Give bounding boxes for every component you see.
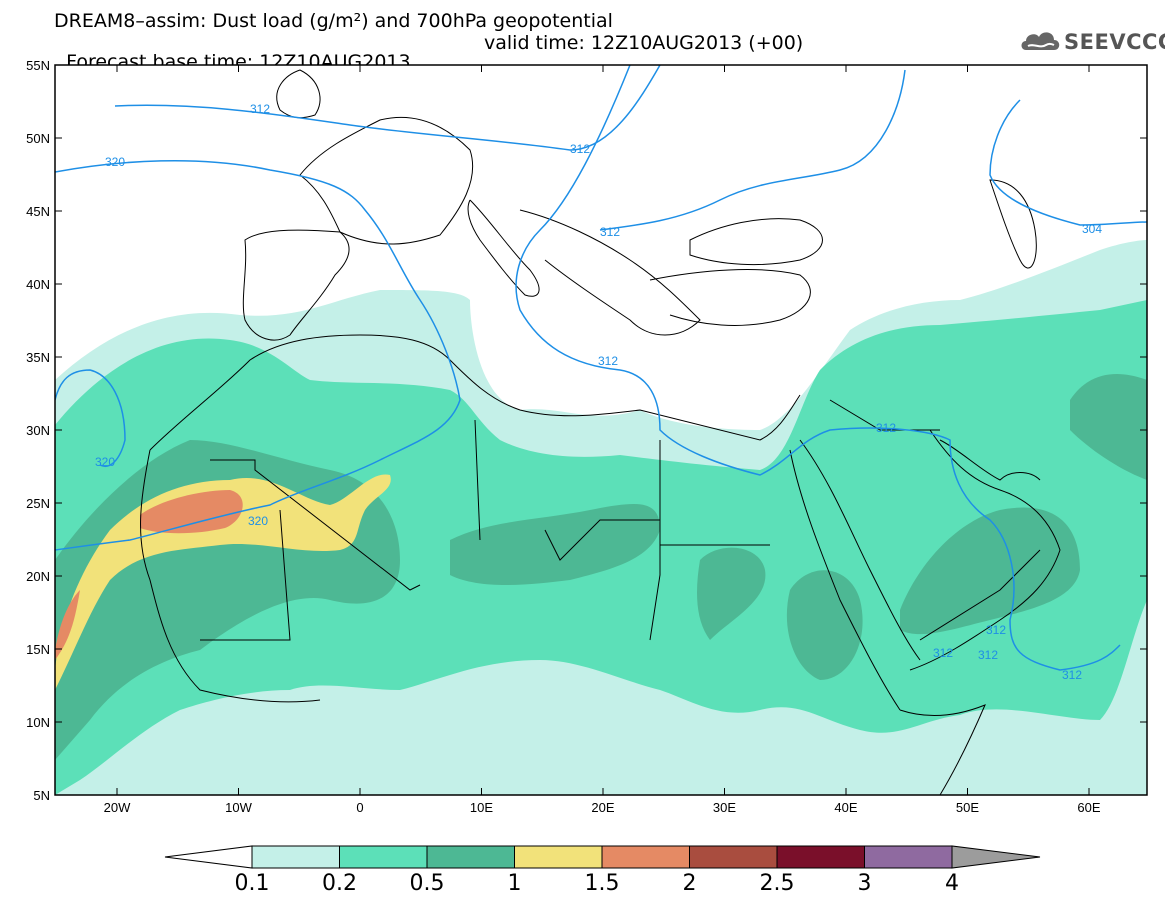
lon-tick-label: 20W [104, 800, 131, 815]
geopotential-contours [55, 65, 1147, 671]
dust-band-0.5-arabia [900, 507, 1080, 635]
somalia-coast [899, 704, 986, 795]
dust-band-1.5-core [140, 490, 243, 534]
contour-312-east [599, 69, 906, 231]
lat-tick-label: 20N [26, 569, 50, 584]
colorbar-bin [514, 845, 603, 869]
colorbar: 0.1 0.2 0.5 1 1.5 2 2.5 3 4 [164, 845, 1041, 896]
dust-band-0.5-sudan [697, 547, 766, 640]
lat-tick-label: 30N [26, 423, 50, 438]
lon-tick-label: 10W [225, 800, 252, 815]
seevccc-logo: SEEVCCC [1018, 26, 1165, 56]
logo-text: SEEVCCC [1064, 30, 1165, 54]
colorbar-label: 0.5 [410, 871, 445, 896]
contour-label: 320 [248, 514, 268, 528]
colorbar-label: 2.5 [760, 871, 795, 896]
lat-tick-label: 10N [26, 715, 50, 730]
turkey-coast [649, 269, 811, 326]
contour-label: 320 [95, 455, 115, 469]
lon-tick-label: 50E [956, 800, 979, 815]
cloud-icon [1021, 32, 1060, 50]
lat-tick-label: 50N [26, 131, 50, 146]
france-coast [299, 116, 474, 245]
colorbar-label: 0.1 [235, 871, 270, 896]
coastlines [140, 69, 1061, 795]
caspian-coast [989, 179, 1037, 269]
longitude-axis: 20W 10W 0 10E 20E 30E 40E 50E 60E [104, 800, 1101, 815]
contour-labels: 312 320 312 312 320 320 312 312 304 312 … [95, 102, 1102, 682]
contour-312-north [114, 65, 661, 151]
lat-tick-label: 15N [26, 642, 50, 657]
contour-label: 312 [600, 225, 620, 239]
balkans-coast [519, 209, 701, 336]
colorbar-bin [601, 845, 690, 869]
north-africa-coast [149, 334, 801, 451]
colorbar-high-arrow [951, 845, 1041, 869]
lat-tick-label: 40N [26, 277, 50, 292]
contour-320-west [55, 369, 126, 467]
colorbar-bin [776, 845, 865, 869]
lon-tick-label: 40E [834, 800, 857, 815]
contour-320-north [55, 159, 461, 551]
contour-label: 312 [978, 648, 998, 662]
colorbar-bin [864, 845, 953, 869]
dust-shading [55, 240, 1147, 795]
iberia-coast [242, 229, 350, 341]
lon-tick-label: 20E [591, 800, 614, 815]
dust-band-1.5 [55, 590, 80, 660]
red-sea-coast [789, 439, 921, 711]
colorbar-label: 0.2 [322, 871, 357, 896]
border-sahel [200, 459, 421, 641]
lat-tick-label: 45N [26, 204, 50, 219]
dust-band-1 [55, 474, 391, 690]
lat-tick-label: 35N [26, 350, 50, 365]
colorbar-label: 1 [508, 871, 522, 896]
lat-tick-label: 25N [26, 496, 50, 511]
border-egypt-sudan [649, 440, 770, 641]
contour-304 [989, 99, 1147, 226]
arabia-coast [909, 429, 1061, 671]
lat-tick-label: 5N [33, 788, 50, 803]
lon-tick-label: 0 [356, 800, 363, 815]
contour-label: 312 [986, 623, 1006, 637]
lon-tick-label: 10E [470, 800, 493, 815]
colorbar-label: 4 [945, 871, 959, 896]
colorbar-label: 3 [858, 871, 872, 896]
contour-label: 312 [1062, 668, 1082, 682]
colorbar-bin [426, 845, 515, 869]
black-sea-coast [689, 218, 823, 266]
contour-label: 312 [570, 142, 590, 156]
lat-tick-label: 55N [26, 58, 50, 73]
map-title: DREAM8–assim: Dust load (g/m²) and 700hP… [54, 10, 613, 32]
latitude-axis: 55N 50N 45N 40N 35N 30N 25N 20N 15N 10N 5N [26, 58, 50, 803]
lon-tick-label: 30E [713, 800, 736, 815]
colorbar-low-arrow [164, 845, 253, 869]
colorbar-bin [689, 845, 778, 869]
west-africa-coast [140, 449, 321, 703]
colorbar-label: 2 [683, 871, 697, 896]
colorbar-bin [251, 845, 340, 869]
lon-tick-label: 60E [1077, 800, 1100, 815]
axis-ticks [55, 64, 1147, 796]
contour-label: 304 [1082, 222, 1102, 236]
contour-label: 312 [598, 354, 618, 368]
colorbar-label: 1.5 [585, 871, 620, 896]
contour-label: 312 [876, 421, 896, 435]
dust-band-0.5-central [450, 504, 660, 585]
contour-label: 312 [933, 646, 953, 660]
border-arabia [829, 399, 1041, 641]
italy-coast [467, 199, 540, 297]
colorbar-bin [339, 845, 428, 869]
gulf-coast [939, 439, 1041, 481]
contour-312-central [515, 65, 1121, 671]
contour-label: 320 [105, 155, 125, 169]
dust-band-0.5-iran [1070, 374, 1147, 480]
contour-label: 312 [250, 102, 270, 116]
dust-band-0.5-ethiopia [786, 570, 863, 680]
valid-time: valid time: 12Z10AUG2013 (+00) [484, 32, 804, 54]
